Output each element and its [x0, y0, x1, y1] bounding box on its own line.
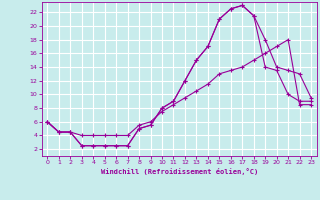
X-axis label: Windchill (Refroidissement éolien,°C): Windchill (Refroidissement éolien,°C) [100, 168, 258, 175]
